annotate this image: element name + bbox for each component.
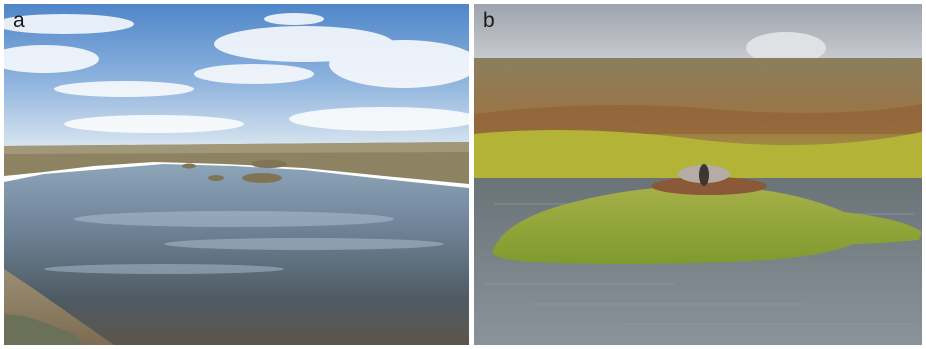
cloud [746,32,826,64]
reddish-vegetation [474,104,922,134]
nest-islet-photo [474,4,922,345]
panel-label-b: b [483,9,495,32]
green-bank [474,130,922,180]
pond-water [4,164,469,345]
cloud-reflections [44,211,444,274]
tundra-pond-photo [4,4,469,345]
mossy-islet [492,185,922,264]
photo-panel-a: a [4,4,469,345]
nest [651,177,767,195]
clouds [4,13,469,133]
horizon-strip [4,142,469,154]
overcast-sky [474,4,922,62]
small-islands [182,160,287,183]
foreground-vegetation [4,314,84,345]
photo-panel-b: b [474,4,922,345]
panel-label-a: a [13,9,25,32]
water-ripples [484,203,914,325]
